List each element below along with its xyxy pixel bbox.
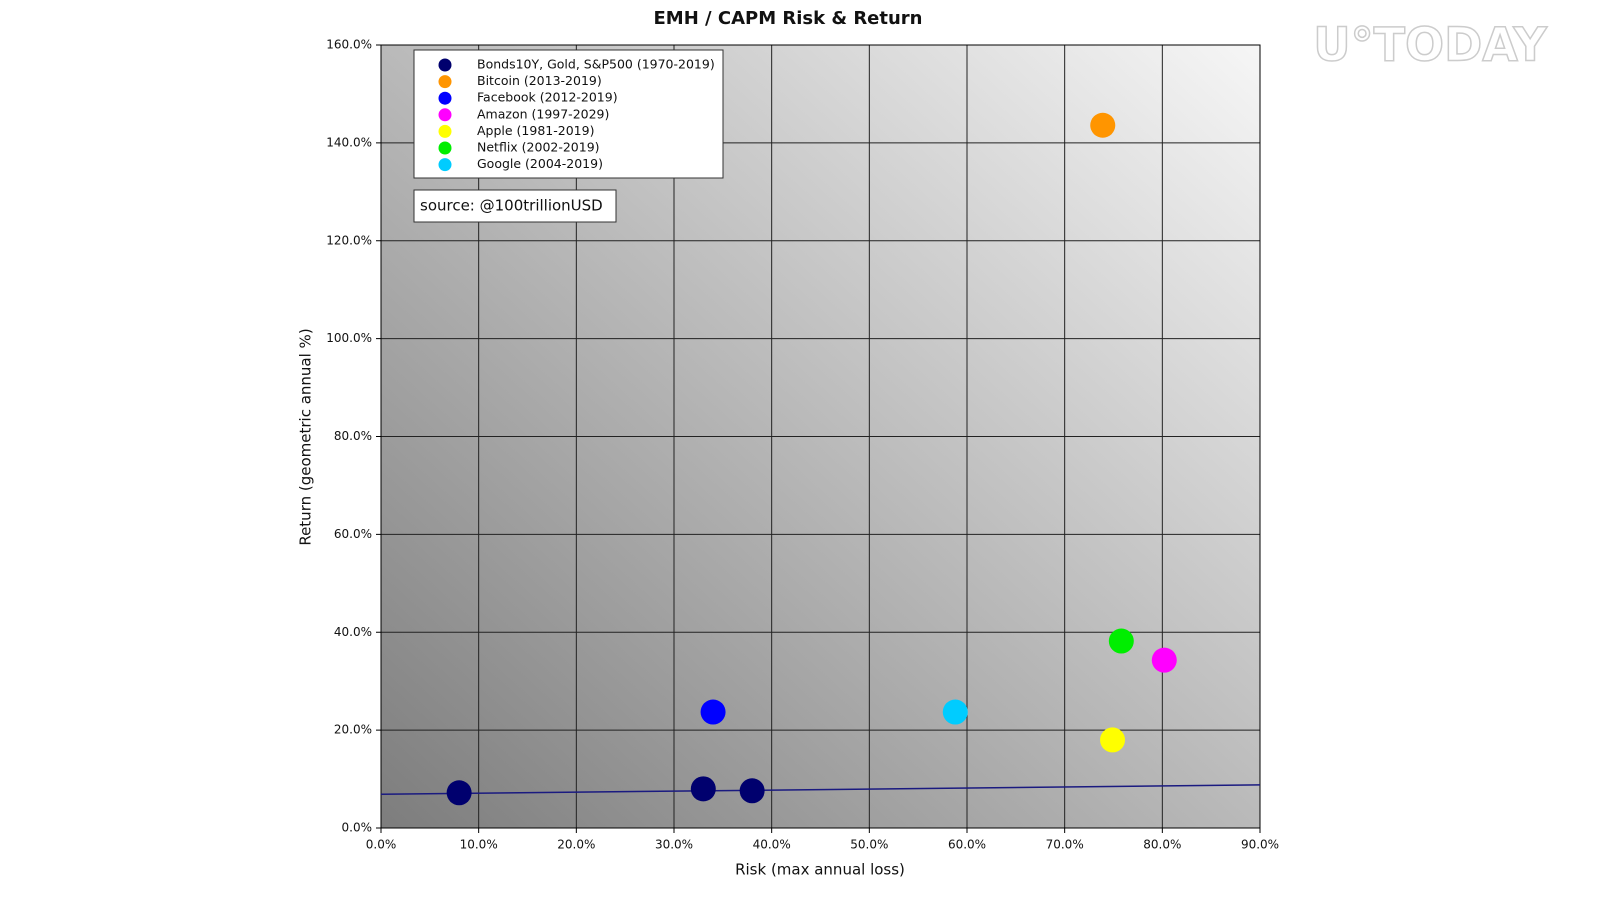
y-tick-label: 100.0% [326, 331, 372, 345]
legend-label: Facebook (2012-2019) [477, 90, 618, 105]
scatter-point [1100, 727, 1126, 753]
x-tick-label: 90.0% [1241, 838, 1279, 852]
legend-marker [438, 124, 452, 138]
x-tick-label: 10.0% [460, 838, 498, 852]
scatter-point [690, 776, 716, 802]
x-tick-label: 50.0% [850, 838, 888, 852]
x-tick-label: 80.0% [1143, 838, 1181, 852]
legend-label: Bitcoin (2013-2019) [477, 73, 602, 88]
legend-label: Bonds10Y, Gold, S&P500 (1970-2019) [477, 57, 715, 72]
legend-marker [438, 158, 452, 172]
legend-marker [438, 91, 452, 105]
y-tick-label: 40.0% [334, 625, 372, 639]
x-tick-label: 20.0% [557, 838, 595, 852]
x-axis-label: Risk (max annual loss) [735, 861, 905, 879]
x-tick-label: 40.0% [753, 838, 791, 852]
scatter-point [1108, 628, 1134, 654]
legend-box [413, 49, 724, 179]
y-tick-label: 60.0% [334, 527, 372, 541]
scatter-point [700, 699, 726, 725]
x-tick-label: 70.0% [1046, 838, 1084, 852]
legend-label: Amazon (1997-2029) [477, 106, 609, 121]
trend-line [380, 784, 1261, 795]
y-tick-label: 80.0% [334, 429, 372, 443]
y-axis-label: Return (geometric annual %) [297, 328, 315, 545]
y-tick-label: 140.0% [326, 135, 372, 149]
scatter-point [446, 780, 472, 806]
chart-title: EMH / CAPM Risk & Return [653, 8, 922, 29]
scatter-point [942, 699, 968, 725]
x-tick-label: 0.0% [366, 838, 397, 852]
annotation: source: @100trillionUSD [420, 197, 603, 215]
y-tick-label: 20.0% [334, 723, 372, 737]
y-tick-label: 0.0% [342, 821, 373, 835]
y-tick-label: 160.0% [326, 38, 372, 52]
scatter-point [1151, 647, 1177, 673]
x-tick-label: 60.0% [948, 838, 986, 852]
legend-marker [438, 141, 452, 155]
legend-marker [438, 58, 452, 72]
scatter-point [739, 778, 765, 804]
legend-label: Netflix (2002-2019) [477, 140, 600, 155]
plot-frame [380, 44, 1261, 829]
legend-label: Google (2004-2019) [477, 156, 603, 171]
legend-marker [438, 75, 452, 89]
scatter-point [1090, 112, 1116, 138]
legend-marker [438, 108, 452, 122]
watermark: U°TODAY [1313, 18, 1547, 72]
legend-label: Apple (1981-2019) [477, 123, 594, 138]
y-tick-label: 120.0% [326, 233, 372, 247]
x-tick-label: 30.0% [655, 838, 693, 852]
annotation-box [413, 189, 617, 223]
